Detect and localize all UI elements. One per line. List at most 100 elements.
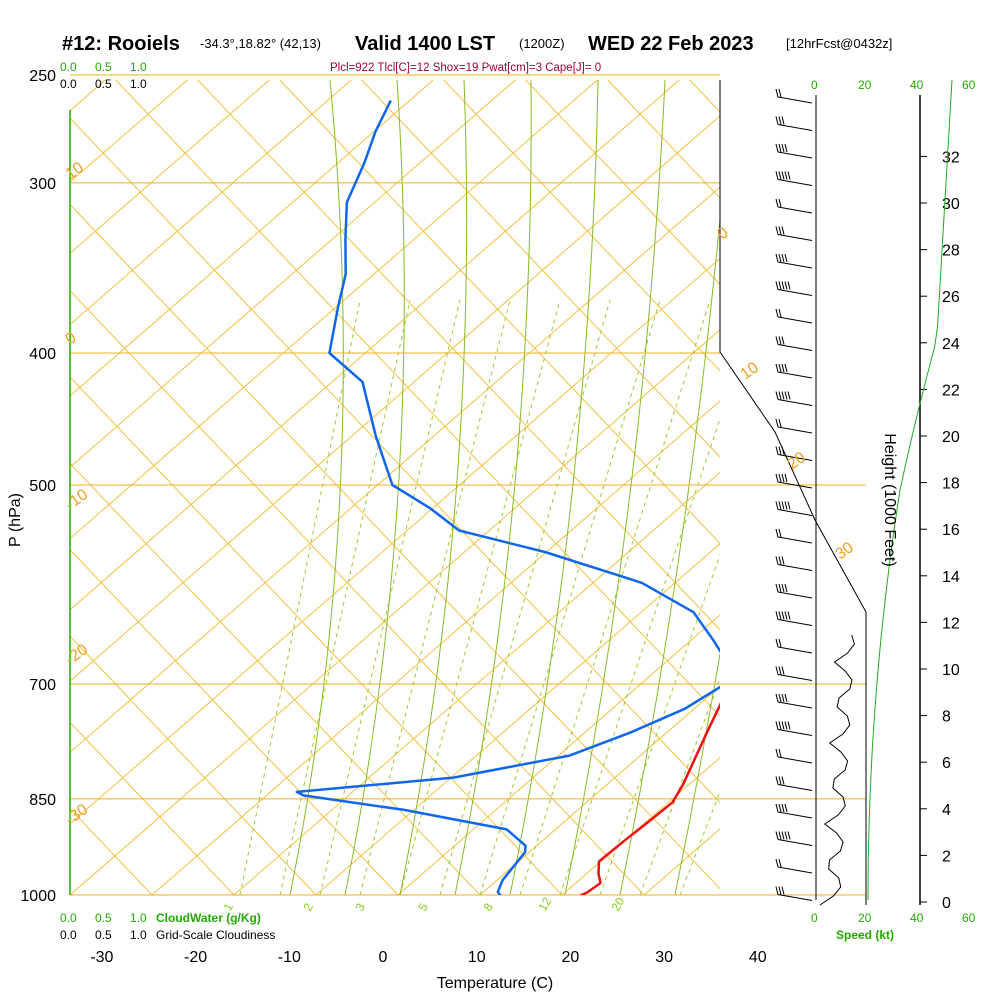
mixing-ratio-line bbox=[399, 299, 561, 895]
isotherm-line bbox=[70, 80, 270, 254]
height-tick-label: 2 bbox=[942, 848, 951, 865]
adiabat-line bbox=[443, 80, 720, 372]
height-tick-label: 8 bbox=[942, 709, 951, 726]
wind-barb bbox=[775, 886, 813, 901]
valid-date: WED 22 Feb 2023 bbox=[588, 33, 754, 55]
speed-label: Speed (kt) bbox=[836, 928, 894, 942]
sounding-params: Plcl=922 Tlcl[C]=12 Shox=19 Pwat[cm]=3 C… bbox=[330, 62, 601, 74]
adiabat-line bbox=[70, 721, 235, 895]
isotherm-line bbox=[70, 80, 516, 468]
station-coords: -34.3°,18.82° (42,13) bbox=[200, 36, 321, 51]
pressure-tick-label: 500 bbox=[29, 478, 56, 495]
mixing-ratio-line bbox=[679, 790, 720, 895]
moist-adiabat-line bbox=[564, 80, 666, 895]
isotherm-label: 10 bbox=[63, 159, 87, 183]
wind-barb bbox=[775, 583, 813, 599]
height-tick-label: 6 bbox=[942, 755, 951, 772]
wind-barb bbox=[775, 418, 813, 434]
wind-barb bbox=[775, 556, 813, 571]
isotherm-line bbox=[0, 80, 23, 895]
isotherm-line bbox=[70, 80, 188, 183]
temperature-trace bbox=[579, 702, 720, 895]
isotherm-label: 10 bbox=[738, 359, 762, 383]
wind-barbs bbox=[775, 88, 813, 901]
speed-bottom-0: 0 bbox=[811, 911, 818, 925]
height-tick-label: 16 bbox=[942, 522, 960, 539]
pressure-tick-label: 700 bbox=[29, 677, 56, 694]
speed-bottom-40: 40 bbox=[910, 911, 924, 925]
adiabat-line bbox=[70, 203, 720, 890]
isotherm-label: 20 bbox=[785, 449, 809, 473]
sounding-traces bbox=[295, 99, 720, 895]
cloud-top-green-2: 1.0 bbox=[130, 60, 147, 74]
wind-barb bbox=[775, 693, 813, 709]
isotherm-line bbox=[151, 400, 720, 895]
mixing-ratio-label: 3 bbox=[352, 900, 368, 913]
cloud-bottom-black-2: 1.0 bbox=[130, 928, 147, 942]
wind-barb bbox=[775, 611, 813, 626]
wind-barb bbox=[775, 226, 813, 241]
isobar-lines bbox=[70, 74, 867, 905]
cloud-bottom-black-0: 0.0 bbox=[60, 928, 77, 942]
x-axis-title: Temperature (C) bbox=[437, 975, 553, 992]
isotherm-line bbox=[70, 80, 598, 540]
adiabat-line bbox=[361, 80, 720, 458]
speed-bottom-20: 20 bbox=[858, 911, 872, 925]
height-tick-label: 30 bbox=[942, 196, 960, 213]
mixing-ratio-label: 5 bbox=[415, 900, 431, 913]
adiabat-line bbox=[525, 80, 720, 286]
pressure-tick-labels: 250 300 400 500 700 850 1000 bbox=[20, 68, 56, 905]
valid-time: Valid 1400 LST bbox=[355, 33, 495, 55]
wind-barb bbox=[775, 721, 813, 736]
wind-barb bbox=[775, 143, 813, 159]
wind-barb bbox=[775, 473, 813, 489]
dewpoint-trace bbox=[295, 99, 720, 895]
wind-barb bbox=[775, 281, 813, 296]
isotherm-label: -30 bbox=[63, 801, 92, 828]
cloud-top-black-2: 1.0 bbox=[130, 77, 147, 91]
isotherm-label: 30 bbox=[833, 539, 857, 563]
mixing-ratio-line bbox=[559, 417, 720, 895]
cloud-bottom-green-2: 1.0 bbox=[130, 911, 147, 925]
speed-panel: 0 20 40 60 0 20 40 60 Speed (kt) bbox=[775, 78, 976, 942]
cloud-top-black-1: 0.5 bbox=[95, 77, 112, 91]
adiabat-line bbox=[70, 635, 317, 895]
mixing-ratio-label: 2 bbox=[300, 900, 316, 913]
adiabat-line bbox=[70, 376, 563, 895]
cloud-bottom-green-0: 0.0 bbox=[60, 911, 77, 925]
mixing-ratio-line bbox=[599, 553, 720, 895]
x-tick-label: 10 bbox=[468, 949, 486, 966]
height-tick-label: 14 bbox=[942, 569, 960, 586]
isotherm-line bbox=[70, 186, 720, 754]
x-tick-label: 0 bbox=[379, 949, 388, 966]
wind-barb bbox=[775, 858, 813, 874]
adiabat-line bbox=[197, 80, 720, 631]
background-lines bbox=[0, 80, 1000, 895]
wind-barb bbox=[775, 308, 813, 324]
speed-top-60: 60 bbox=[962, 78, 976, 92]
pressure-tick-label: 300 bbox=[29, 176, 56, 193]
height-tick-label: 24 bbox=[942, 336, 960, 353]
isotherm-line bbox=[561, 756, 720, 895]
moist-adiabat-line bbox=[619, 213, 720, 895]
x-tick-label: -20 bbox=[184, 949, 207, 966]
wind-barb bbox=[775, 198, 813, 214]
isotherm-line bbox=[808, 80, 1000, 895]
moist-adiabat-line bbox=[289, 80, 344, 895]
cloud-water-label: CloudWater (g/Kg) bbox=[156, 911, 261, 925]
height-tick-label: 22 bbox=[942, 382, 960, 399]
height-tick-label: 28 bbox=[942, 243, 960, 260]
isotherm-label: 0 bbox=[715, 224, 732, 243]
station-title: #12: Rooiels bbox=[62, 33, 180, 55]
speed-top-20: 20 bbox=[858, 78, 872, 92]
wind-barb bbox=[775, 88, 813, 104]
height-tick-label: 26 bbox=[942, 289, 960, 306]
x-tick-label: -10 bbox=[278, 949, 301, 966]
wind-barb bbox=[775, 253, 813, 269]
isotherm-line bbox=[315, 543, 720, 895]
isotherm-label: -20 bbox=[63, 641, 92, 668]
pressure-tick-label: 250 bbox=[29, 68, 56, 85]
isotherm-line bbox=[479, 685, 720, 895]
isotherm-line bbox=[972, 80, 1000, 895]
wind-barb bbox=[775, 748, 813, 764]
